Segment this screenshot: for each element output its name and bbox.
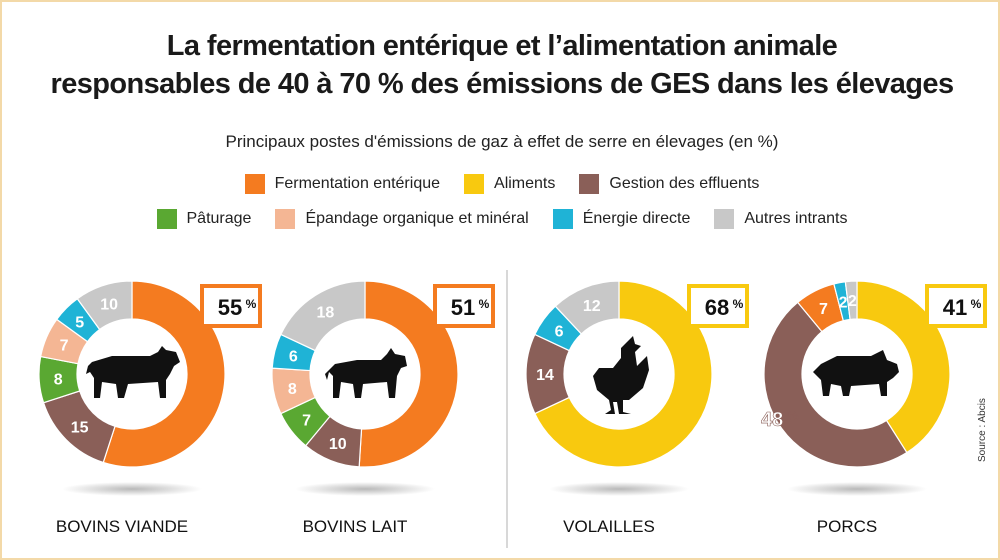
highlight-box [433,284,495,328]
highlight-value: 51 [451,295,475,320]
donut-chart: 10 78 6 18 51 % BOVINS LAIT [271,280,495,536]
slice-label: 7 [302,412,311,429]
donut-chart: 14 6 12 68 % VOLAILLES [525,280,749,536]
donut-chart: 7 2 2 41 %48 %PORCS [761,280,987,536]
highlight-value: 68 [705,295,729,320]
highlight-badge: 68% [687,284,749,328]
divider [506,270,508,548]
highlight-badge: 55% [200,284,262,328]
source-credit: Source : Abcis [977,398,988,462]
highlight-badge: 41% [925,284,987,328]
slice-label: 14 [536,367,554,384]
legend-swatch [552,209,573,229]
slice-label: 5 [75,315,84,332]
chart-name: VOLAILLES [563,517,655,536]
outer-label-value: 48 [761,409,783,431]
donut-slice [76,280,133,331]
subtitle: Principaux postes d'émissions de gaz à e… [225,132,779,151]
title-line-1: La fermentation entérique et l’alimentat… [166,30,838,62]
legend-item-epandage: Épandage organique et minéral [275,209,529,229]
highlight-box [925,284,987,328]
chart-shadow [295,482,435,496]
legend-label: Énergie directe [582,210,691,227]
legend-label: Épandage organique et minéral [305,210,529,227]
cow-icon [86,346,180,398]
donut-slice [763,301,908,468]
slice-label: 10 [100,297,118,314]
legend-swatch [244,174,265,194]
highlight-value: 55 [218,295,242,320]
chart-name: PORCS [817,517,877,536]
donut-slice [844,280,858,321]
legend-item-autres: Autres intrants [714,209,848,229]
slice-label: 8 [288,381,297,398]
slice-label: 12 [583,298,601,315]
highlight-unit: % [479,297,490,311]
slice-label: 6 [289,349,298,366]
chart-shadow [787,482,927,496]
chart-shadow [549,482,689,496]
donut-chart: 15 8 75 10 55 % BOVINS VIANDE [38,280,262,536]
legend-row: Fermentation entérique Aliments Gestion … [2,174,998,194]
legend-swatch [714,209,735,229]
outer-label-unit: % [787,408,799,423]
legend-label: Aliments [494,175,556,192]
slice-label: 2 [839,294,848,311]
donut-slice [534,280,713,468]
dairy-cow-icon [325,348,407,398]
legend-item-fermentation: Fermentation entérique [244,174,441,194]
highlight-box [200,284,262,328]
donut-slice [554,280,620,335]
slice-label: 6 [555,324,564,341]
slice-label: 10 [329,436,347,453]
slice-label: 15 [71,419,89,436]
pig-icon [813,350,899,396]
legend-swatch [464,174,485,194]
legend-label: Pâturage [186,210,252,227]
legend-swatch [156,209,177,229]
title-line-2: responsables de 40 à 70 % des émissions … [50,68,955,100]
highlight-unit: % [733,297,744,311]
highlight-badge: 51% [433,284,495,328]
slice-label: 8 [54,372,63,389]
legend-item-effluents: Gestion des effluents [579,174,759,194]
slice-label: 2 [848,293,857,310]
highlight-unit: % [246,297,257,311]
legend-item-energie: Énergie directe [552,209,691,229]
highlight-unit: % [971,297,982,311]
donut-slice [280,280,366,352]
legend-item-paturage: Pâturage [156,209,252,229]
hen-icon [593,336,649,414]
legend-item-aliments: Aliments [464,174,555,194]
slice-label: 18 [316,305,334,322]
highlight-box [687,284,749,328]
slice-label: 7 [60,338,69,355]
chart-shadow [62,482,202,496]
chart-name: BOVINS VIANDE [56,517,188,536]
slice-label: 7 [819,301,828,318]
legend-label: Fermentation entérique [274,175,441,192]
legend-label: Autres intrants [744,210,848,227]
legend-swatch [275,209,296,229]
legend-label: Gestion des effluents [609,175,760,192]
chart-name: BOVINS LAIT [303,517,408,536]
highlight-value: 41 [943,295,967,320]
legend-row: Pâturage Épandage organique et minéral É… [2,209,998,229]
legend-swatch [579,174,600,194]
